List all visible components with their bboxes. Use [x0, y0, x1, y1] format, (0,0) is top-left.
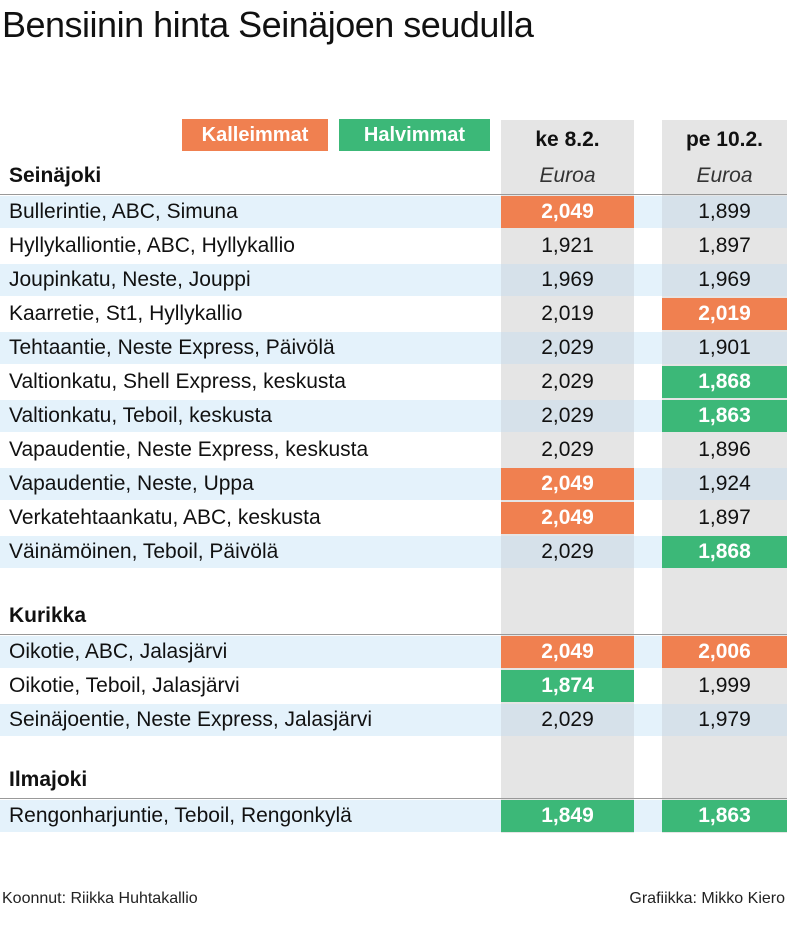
table-row: Väinämöinen, Teboil, Päivölä 2,029 1,868 [0, 536, 787, 568]
chart-title: Bensiinin hinta Seinäjoen seudulla [2, 4, 534, 45]
section-rule [0, 194, 787, 195]
price-cell-1: 2,029 [501, 704, 634, 736]
price-cell-2: 2,006 [662, 636, 787, 668]
price-cell-1: 2,029 [501, 400, 634, 432]
table-row: Valtionkatu, Teboil, keskusta 2,029 1,863 [0, 400, 787, 432]
price-cell-1: 2,049 [501, 468, 634, 500]
price-cell-1: 2,029 [541, 370, 594, 393]
footer-graphics-by: Grafiikka: Mikko Kiero [629, 890, 785, 907]
station-name: Hyllykalliontie, ABC, Hyllykallio [9, 234, 295, 257]
row-background [0, 468, 787, 500]
section-rule [0, 798, 787, 799]
table-row: Vapaudentie, Neste, Uppa 2,049 1,924 [0, 468, 787, 500]
price-cell-2: 1,969 [662, 264, 787, 296]
price-cell-2: 1,863 [662, 800, 787, 832]
station-name: Väinämöinen, Teboil, Päivölä [9, 540, 279, 563]
price-cell-2: 1,897 [698, 506, 751, 529]
station-name: Kaarretie, St1, Hyllykallio [9, 302, 243, 325]
price-cell-1: 1,969 [501, 264, 634, 296]
row-background [0, 800, 787, 832]
row-background [0, 196, 787, 228]
table-row: Hyllykalliontie, ABC, Hyllykallio 1,921 1,… [0, 230, 787, 262]
station-name: Vapaudentie, Neste, Uppa [9, 472, 254, 495]
section-heading: Kurikka [9, 604, 87, 627]
price-cell-1: 1,874 [501, 670, 634, 702]
price-cell-2: 1,868 [662, 366, 787, 398]
station-name: Oikotie, Teboil, Jalasjärvi [9, 674, 240, 697]
price-cell-1: 2,049 [501, 502, 634, 534]
price-cell-1: 2,029 [501, 332, 634, 364]
row-background [0, 332, 787, 364]
price-cell-1: 1,849 [501, 800, 634, 832]
price-cell-2: 1,868 [662, 536, 787, 568]
legend-expensive: Kalleimmat [182, 119, 328, 151]
table-row: Vapaudentie, Neste Express, keskusta 2,02… [0, 434, 787, 466]
footer-compiled-by: Koonnut: Riikka Huhtakallio [2, 890, 198, 907]
table-row: Bullerintie, ABC, Simuna 2,049 1,899 [0, 196, 787, 228]
price-cell-1: 2,049 [501, 636, 634, 668]
price-cell-1: 2,029 [541, 438, 594, 461]
column-header-unit-1: Euroa [539, 164, 596, 187]
station-name: Tehtaantie, Neste Express, Päivölä [9, 336, 335, 359]
station-name: Vapaudentie, Neste Express, keskusta [9, 438, 369, 461]
price-cell-2: 1,979 [662, 704, 787, 736]
table-row: Tehtaantie, Neste Express, Päivölä 2,029 1… [0, 332, 787, 364]
station-name: Bullerintie, ABC, Simuna [9, 200, 238, 223]
price-cell-1: 1,921 [541, 234, 594, 257]
column-header-date-1: ke 8.2. [535, 128, 600, 151]
column-header-unit-2: Euroa [696, 164, 753, 187]
price-cell-2: 1,999 [698, 674, 751, 697]
legend-cheapest: Halvimmat [339, 119, 490, 151]
price-cell-1: 2,019 [541, 302, 594, 325]
table-row: Valtionkatu, Shell Express, keskusta 2,02… [0, 366, 787, 398]
table-row: Oikotie, Teboil, Jalasjärvi 1,874 1,999 [0, 670, 787, 702]
station-name: Oikotie, ABC, Jalasjärvi [9, 640, 228, 663]
section-heading: Seinäjoki [9, 164, 102, 187]
row-background [0, 264, 787, 296]
station-name: Joupinkatu, Neste, Jouppi [9, 268, 251, 291]
price-cell-2: 1,901 [662, 332, 787, 364]
column-header-date-2: pe 10.2. [685, 128, 764, 151]
table-row: Joupinkatu, Neste, Jouppi 1,969 1,969 [0, 264, 787, 296]
row-background [0, 536, 787, 568]
row-background [0, 400, 787, 432]
price-cell-1: 2,029 [501, 536, 634, 568]
station-name: Valtionkatu, Teboil, keskusta [9, 404, 273, 427]
station-name: Seinäjoentie, Neste Express, Jalasjärvi [9, 708, 373, 731]
price-cell-2: 1,896 [698, 438, 751, 461]
station-name: Verkatehtaankatu, ABC, keskusta [9, 506, 321, 529]
section-rule [0, 634, 787, 635]
table-row: Oikotie, ABC, Jalasjärvi 2,049 2,006 [0, 636, 787, 668]
section-heading: Ilmajoki [9, 768, 88, 791]
price-cell-2: 1,863 [662, 400, 787, 432]
table-row: Kaarretie, St1, Hyllykallio 2,019 2,019 [0, 298, 787, 330]
table-row: Verkatehtaankatu, ABC, keskusta 2,049 1,89… [0, 502, 787, 534]
price-cell-2: 1,924 [662, 468, 787, 500]
price-cell-2: 1,897 [698, 234, 751, 257]
price-cell-1: 2,049 [501, 196, 634, 228]
table-row: Seinäjoentie, Neste Express, Jalasjärvi 2… [0, 704, 787, 736]
station-name: Valtionkatu, Shell Express, keskusta [9, 370, 346, 393]
price-cell-2: 2,019 [662, 298, 787, 330]
row-background [0, 704, 787, 736]
row-background [0, 636, 787, 668]
table-row: Rengonharjuntie, Teboil, Rengonkylä 1,849… [0, 800, 787, 832]
station-name: Rengonharjuntie, Teboil, Rengonkylä [9, 804, 352, 827]
price-cell-2: 1,899 [662, 196, 787, 228]
